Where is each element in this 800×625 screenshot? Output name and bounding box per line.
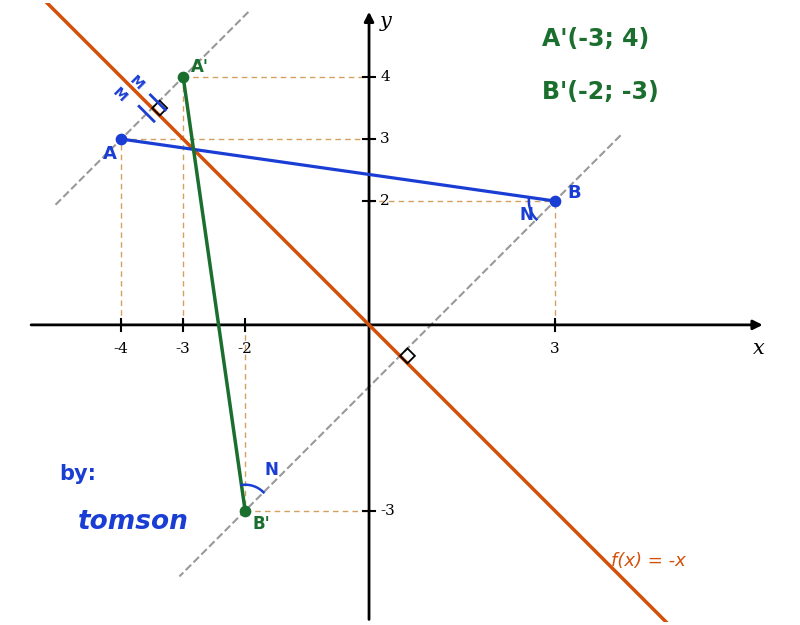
Text: B'(-2; -3): B'(-2; -3) bbox=[542, 80, 659, 104]
Text: -3: -3 bbox=[380, 504, 395, 518]
Point bbox=[549, 196, 562, 206]
Text: A: A bbox=[103, 145, 117, 163]
Text: -2: -2 bbox=[238, 342, 253, 356]
Text: M: M bbox=[126, 73, 146, 92]
Text: N: N bbox=[519, 206, 534, 224]
Text: x: x bbox=[754, 339, 765, 357]
Point bbox=[115, 134, 128, 144]
Point bbox=[177, 72, 190, 82]
Text: A'(-3; 4): A'(-3; 4) bbox=[542, 27, 650, 51]
Text: 3: 3 bbox=[550, 342, 560, 356]
Text: by:: by: bbox=[59, 464, 96, 484]
Text: B: B bbox=[567, 184, 581, 202]
Text: B': B' bbox=[253, 515, 270, 533]
Text: 3: 3 bbox=[380, 132, 390, 146]
Text: A': A' bbox=[190, 58, 209, 76]
Text: tomson: tomson bbox=[78, 509, 189, 535]
Point bbox=[238, 506, 251, 516]
Text: 2: 2 bbox=[380, 194, 390, 208]
Text: 4: 4 bbox=[380, 70, 390, 84]
Text: -4: -4 bbox=[114, 342, 129, 356]
Text: f(x) = -x: f(x) = -x bbox=[610, 552, 686, 571]
Text: M: M bbox=[110, 85, 130, 105]
Text: N: N bbox=[264, 461, 278, 479]
Text: y: y bbox=[380, 12, 392, 31]
Text: -3: -3 bbox=[176, 342, 190, 356]
